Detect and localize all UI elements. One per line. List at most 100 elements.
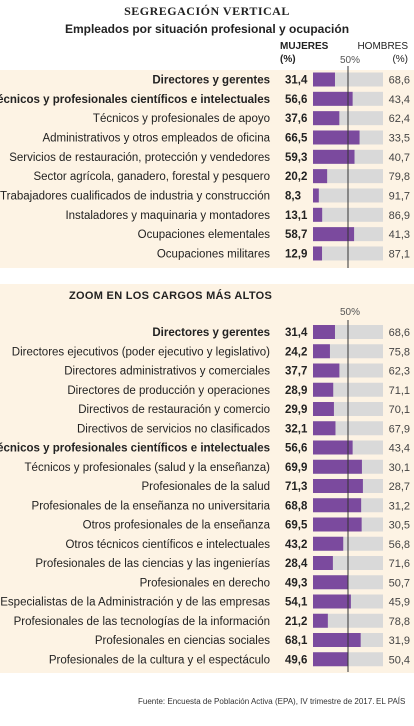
occupations-women-bar — [313, 72, 335, 87]
women-header-label: MUJERES — [280, 41, 329, 52]
zoom-women-value: 49,6 — [285, 654, 307, 666]
zoom-women-bar — [313, 575, 348, 590]
occupations-women-value: 12,9 — [285, 248, 307, 260]
zoom-women-value: 69,5 — [285, 520, 308, 532]
zoom-category-label: Directores administrativos y comerciales — [64, 366, 270, 378]
footer-brand: EL PAÍS — [376, 697, 406, 706]
zoom-category-label: Directores ejecutivos (poder ejecutivo y… — [12, 346, 270, 358]
zoom-women-bar — [313, 498, 362, 513]
zoom-women-bar — [313, 479, 363, 493]
zoom-women-value: 54,1 — [285, 597, 308, 609]
men-header-unit: (%) — [392, 54, 408, 65]
men-header-label: HOMBRES — [357, 41, 408, 52]
occupations-category-label: Ocupaciones militares — [157, 248, 270, 260]
occupations-category-label: Ocupaciones elementales — [138, 229, 271, 241]
zoom-category-label: Profesionales de la enseñanza no univers… — [32, 500, 271, 512]
zoom-men-value: 75,8 — [389, 346, 410, 358]
zoom-women-value: 21,2 — [285, 616, 307, 628]
zoom-men-value: 30,5 — [389, 520, 410, 532]
zoom-women-bar — [313, 421, 336, 436]
zoom-category-label: Profesionales de las ciencias y las inge… — [35, 558, 270, 570]
zoom-women-value: 28,9 — [285, 385, 307, 397]
zoom-men-value: 70,1 — [389, 404, 410, 416]
zoom-women-value: 29,9 — [285, 404, 307, 416]
zoom-women-value: 31,4 — [285, 327, 308, 339]
chart-title: SEGREGACIÓN VERTICAL — [124, 4, 290, 18]
occupations-category-label: Instaladores y maquinaria y montadores — [65, 210, 270, 222]
occupations-category-label: Técnicos y profesionales científicos e i… — [0, 94, 270, 106]
zoom-men-value: 71,1 — [389, 385, 410, 397]
occupations-men-value: 68,6 — [389, 75, 410, 87]
zoom-women-value: 32,1 — [285, 423, 308, 435]
occupations-women-value: 59,3 — [285, 152, 307, 164]
zoom-men-value: 78,8 — [389, 616, 410, 628]
zoom-category-label: Profesionales de la salud — [142, 481, 271, 493]
women-header-unit: (%) — [280, 54, 296, 65]
zoom-category-label: Profesionales en derecho — [140, 577, 270, 589]
midline-label: 50% — [340, 55, 361, 66]
zoom-women-value: 28,4 — [285, 558, 308, 570]
zoom-women-bar — [313, 652, 348, 667]
zoom-men-value: 45,9 — [389, 597, 410, 609]
zoom-category-label: Profesionales en ciencias sociales — [95, 635, 270, 647]
zoom-men-value: 68,6 — [389, 327, 410, 339]
occupations-women-value: 20,2 — [285, 171, 307, 183]
zoom-women-value: 68,1 — [285, 635, 308, 647]
zoom-men-value: 28,7 — [389, 481, 410, 493]
zoom-women-value: 68,8 — [285, 500, 308, 512]
occupations-category-label: Sector agrícola, ganadero, forestal y pe… — [33, 171, 270, 183]
occupations-men-value: 87,1 — [389, 248, 410, 260]
occupations-women-bar — [313, 207, 323, 222]
zoom-women-value: 43,2 — [285, 539, 307, 551]
zoom-section-title: ZOOM EN LOS CARGOS MÁS ALTOS — [69, 290, 273, 302]
zoom-women-bar — [313, 440, 353, 455]
occupations-women-value: 13,1 — [285, 210, 308, 222]
zoom-women-bar — [313, 344, 330, 359]
zoom-category-label: Profesionales de las tecnologías de la i… — [14, 616, 270, 628]
zoom-men-value: 50,7 — [389, 577, 410, 589]
zoom-category-label: Especialistas de la Administración y de … — [0, 597, 270, 609]
zoom-women-value: 49,3 — [285, 577, 307, 589]
zoom-women-bar — [313, 382, 334, 397]
occupations-women-value: 31,4 — [285, 75, 308, 87]
occupations-men-value: 33,5 — [389, 132, 410, 144]
zoom-men-value: 67,9 — [389, 423, 410, 435]
occupations-women-value: 56,6 — [285, 94, 307, 106]
zoom-women-value: 69,9 — [285, 462, 307, 474]
occupations-category-label: Trabajadores cualificados de industria y… — [0, 190, 270, 202]
occupations-men-value: 62,4 — [389, 113, 410, 125]
zoom-women-bar — [313, 536, 344, 551]
midline-label-zoom: 50% — [340, 307, 361, 318]
occupations-men-value: 79,8 — [389, 171, 410, 183]
occupations-women-bar — [313, 246, 323, 261]
zoom-category-label: Directivos de servicios no clasificados — [77, 423, 270, 435]
zoom-category-label: Directivos de restauración y comercio — [78, 404, 270, 416]
zoom-category-label: Profesionales de la cultura y el espectá… — [49, 654, 270, 666]
occupations-women-value: 58,7 — [285, 229, 307, 241]
men-column-header: HOMBRES (%) — [356, 40, 408, 66]
zoom-women-bar — [313, 556, 333, 570]
zoom-men-value: 71,6 — [389, 558, 410, 570]
occupations-women-bar — [313, 227, 355, 242]
zoom-men-value: 31,9 — [389, 635, 410, 647]
occupations-category-label: Administrativos y otros empleados de ofi… — [42, 132, 270, 144]
zoom-men-value: 56,8 — [389, 539, 410, 551]
zoom-men-value: 50,4 — [389, 654, 410, 666]
occupations-category-label: Técnicos y profesionales de apoyo — [93, 113, 270, 125]
occupations-women-bar — [313, 149, 355, 164]
zoom-women-bar — [313, 517, 362, 532]
zoom-women-value: 71,3 — [285, 481, 307, 493]
footer-source: Fuente: Encuesta de Población Activa (EP… — [138, 697, 375, 706]
occupations-women-value: 8,3 — [285, 190, 301, 202]
occupations-category-label: Servicios de restauración, protección y … — [9, 152, 270, 164]
zoom-women-value: 56,6 — [285, 443, 307, 455]
occupations-men-value: 86,9 — [389, 210, 410, 222]
occupations-men-value: 91,7 — [389, 190, 410, 202]
zoom-women-bar — [313, 402, 334, 416]
zoom-category-label: Técnicos y profesionales científicos e i… — [0, 443, 270, 455]
occupations-women-value: 37,6 — [285, 113, 307, 125]
zoom-women-value: 37,7 — [285, 366, 307, 378]
zoom-category-label: Directores de producción y operaciones — [67, 385, 270, 397]
zoom-women-bar — [313, 613, 328, 628]
